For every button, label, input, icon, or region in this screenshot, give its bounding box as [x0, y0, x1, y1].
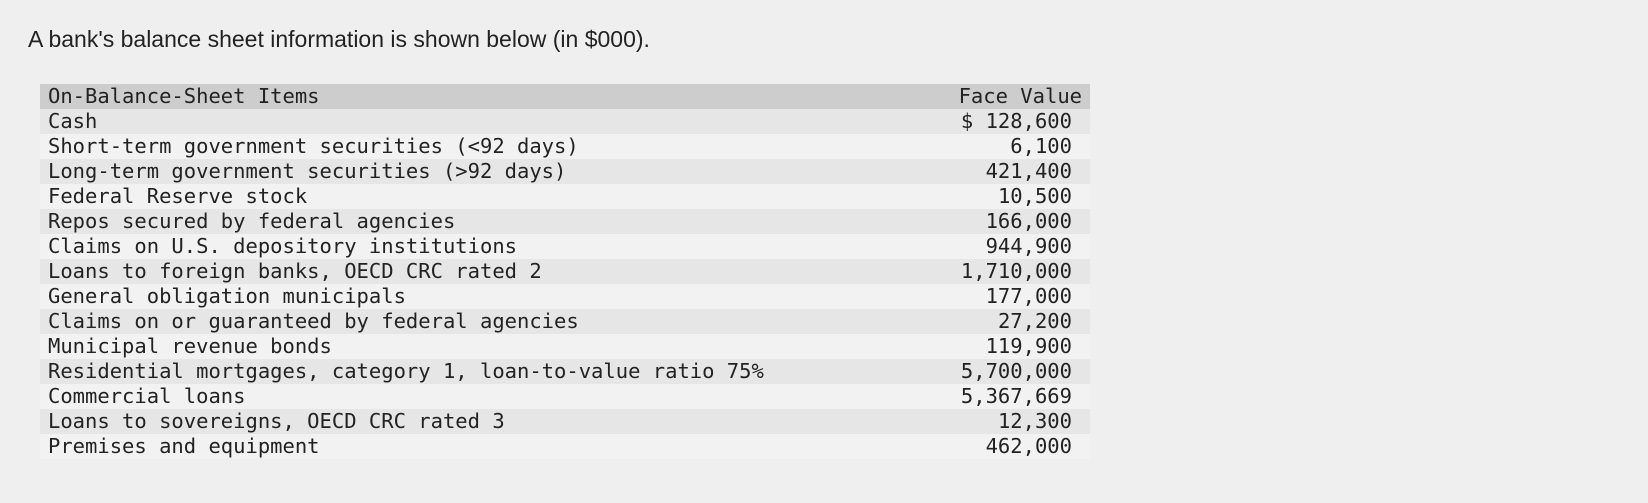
face-value: 5,367,669 — [921, 384, 1090, 409]
face-value: 6,100 — [921, 134, 1090, 159]
table-row: Short-term government securities (<92 da… — [40, 134, 1090, 159]
item-label: Claims on U.S. depository institutions — [40, 234, 922, 259]
item-label: General obligation municipals — [40, 284, 922, 309]
item-label: Municipal revenue bonds — [40, 334, 922, 359]
face-value: 5,700,000 — [921, 359, 1090, 384]
item-label: Loans to sovereigns, OECD CRC rated 3 — [40, 409, 922, 434]
table-row: Municipal revenue bonds 119,900 — [40, 334, 1090, 359]
face-value: 944,900 — [921, 234, 1090, 259]
face-value: 166,000 — [921, 209, 1090, 234]
item-label: Cash — [40, 109, 922, 134]
table-row: Loans to foreign banks, OECD CRC rated 2… — [40, 259, 1090, 284]
face-value: 177,000 — [921, 284, 1090, 309]
table-row: Claims on or guaranteed by federal agenc… — [40, 309, 1090, 334]
table-row: Claims on U.S. depository institutions 94… — [40, 234, 1090, 259]
face-value: 10,500 — [921, 184, 1090, 209]
table-row: Long-term government securities (>92 day… — [40, 159, 1090, 184]
item-label: Commercial loans — [40, 384, 922, 409]
face-value: 1,710,000 — [921, 259, 1090, 284]
column-header: On-Balance-Sheet Items — [40, 84, 922, 109]
table-row: Residential mortgages, category 1, loan-… — [40, 359, 1090, 384]
face-value: 12,300 — [921, 409, 1090, 434]
face-value: 462,000 — [921, 434, 1090, 459]
item-label: Long-term government securities (>92 day… — [40, 159, 922, 184]
face-value: $ 128,600 — [921, 109, 1090, 134]
balance-sheet-table: On-Balance-Sheet Items Face Value Cash $ … — [40, 84, 1090, 459]
table-row: Commercial loans 5,367,669 — [40, 384, 1090, 409]
item-label: Federal Reserve stock — [40, 184, 922, 209]
item-label: Short-term government securities (<92 da… — [40, 134, 922, 159]
table-row: Loans to sovereigns, OECD CRC rated 3 12,… — [40, 409, 1090, 434]
item-label: Residential mortgages, category 1, loan-… — [40, 359, 922, 384]
header-row: On-Balance-Sheet Items Face Value — [40, 84, 1090, 109]
table-row: Federal Reserve stock 10,500 — [40, 184, 1090, 209]
face-value: 421,400 — [921, 159, 1090, 184]
table-row: General obligation municipals 177,000 — [40, 284, 1090, 309]
face-value: 27,200 — [921, 309, 1090, 334]
table-row: Premises and equipment 462,000 — [40, 434, 1090, 459]
table-row: Cash $ 128,600 — [40, 109, 1090, 134]
item-label: Claims on or guaranteed by federal agenc… — [40, 309, 922, 334]
table-row: Repos secured by federal agencies 166,000 — [40, 209, 1090, 234]
item-label: Premises and equipment — [40, 434, 922, 459]
table-body: Cash $ 128,600 Short-term government secur… — [40, 109, 1090, 459]
item-label: Loans to foreign banks, OECD CRC rated 2 — [40, 259, 922, 284]
item-label: Repos secured by federal agencies — [40, 209, 922, 234]
face-value: 119,900 — [921, 334, 1090, 359]
column-header: Face Value — [921, 84, 1090, 109]
title: A bank's balance sheet information is sh… — [28, 26, 650, 52]
